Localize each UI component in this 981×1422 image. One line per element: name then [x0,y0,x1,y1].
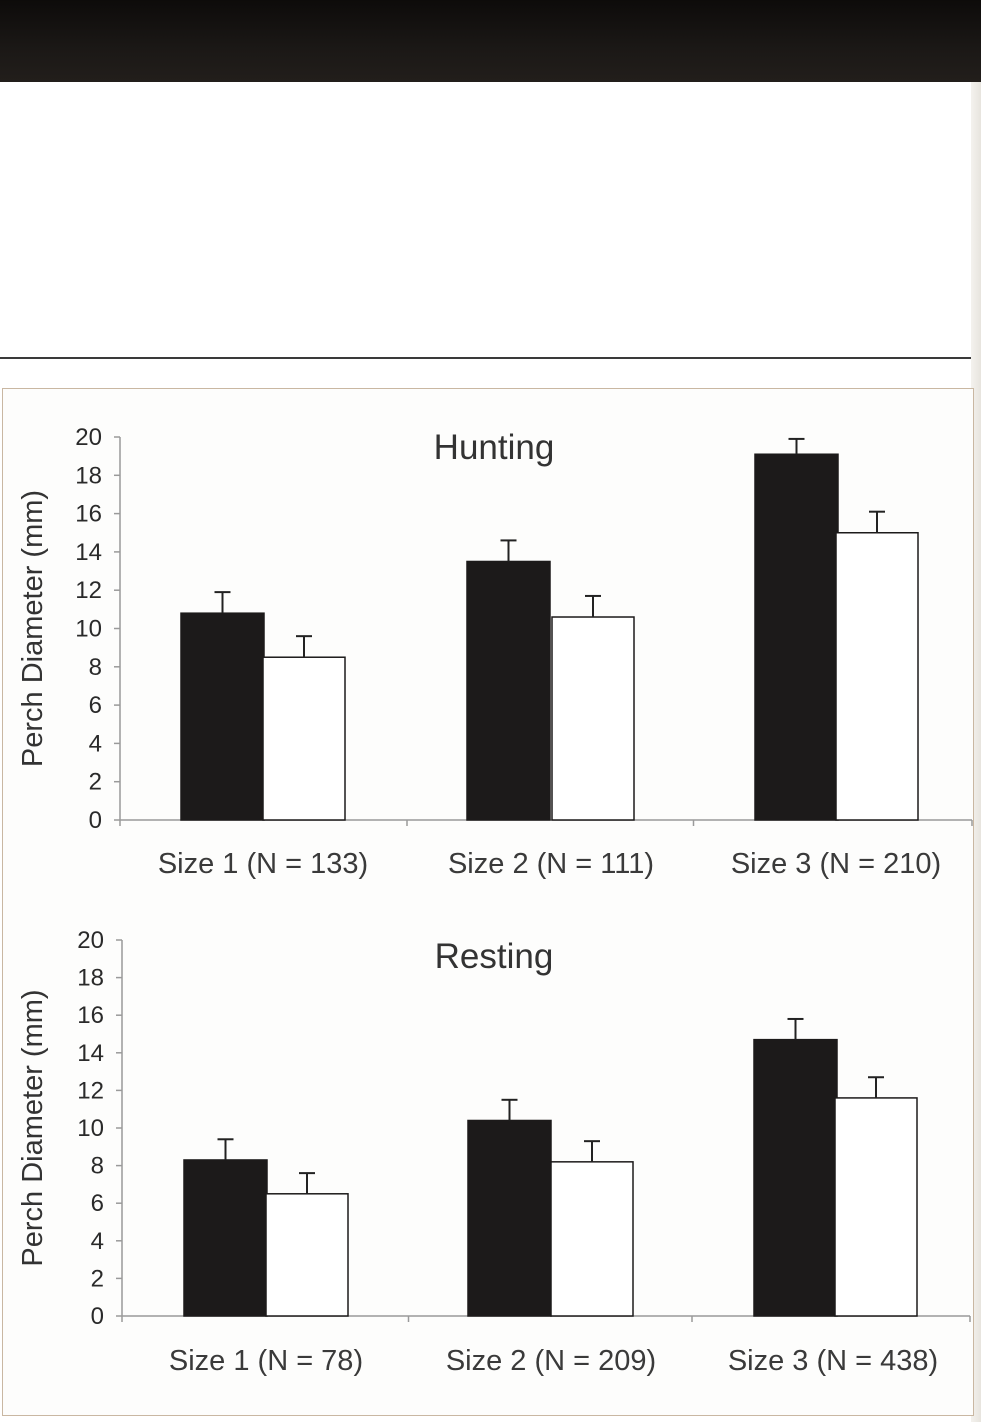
y-tick-label: 14 [77,1040,104,1067]
light-bar [551,616,635,821]
y-tick-label: 4 [91,1228,104,1255]
hunting-chart: 0 2 4 6 8 10 12 14 16 18 20 Hunting Perch Diameter (… [17,424,973,880]
y-tick-label: 20 [75,424,102,451]
y-axis-title: Perch Diameter (mm) [17,490,49,767]
y-tick-label: 18 [75,462,102,489]
resting-chart: 0 2 4 6 8 10 12 14 16 18 20 Resting Perch Diameter (… [17,927,971,1377]
y-tick-label: 8 [89,654,102,681]
dark-bar [467,1119,552,1317]
light-bar [550,1161,634,1317]
y-tick-label: 16 [77,1002,104,1029]
y-tick-label: 18 [77,965,104,992]
category-label: Size 2 (N = 111) [448,848,654,880]
category-label: Size 1 (N = 78) [169,1345,363,1377]
page-divider [0,357,981,359]
y-tick-label: 0 [89,807,102,834]
dark-bar [466,560,551,821]
dark-bar [754,453,839,821]
y-tick-label: 12 [77,1077,104,1104]
y-axis-title: Perch Diameter (mm) [17,989,49,1266]
light-bar [835,532,919,821]
dark-bar [183,1159,268,1317]
page-edge-shadow [971,82,981,1422]
y-tick-label: 6 [91,1190,104,1217]
y-tick-label: 6 [89,692,102,719]
y-tick-label: 2 [89,769,102,796]
category-label: Size 1 (N = 133) [158,848,368,880]
category-label: Size 2 (N = 209) [446,1345,656,1377]
chart-title: Hunting [434,428,555,467]
y-tick-label: 0 [91,1303,104,1330]
category-label: Size 3 (N = 210) [731,848,941,880]
y-tick-label: 20 [77,927,104,954]
category-label: Size 3 (N = 438) [728,1345,938,1377]
light-bar [262,656,346,821]
y-tick-label: 14 [75,539,102,566]
y-tick-label: 4 [89,730,102,757]
light-bar [834,1097,918,1317]
light-bar [265,1193,349,1317]
y-tick-label: 10 [77,1115,104,1142]
y-tick-label: 10 [75,616,102,643]
dark-bar [753,1038,838,1317]
y-tick-label: 8 [91,1153,104,1180]
y-tick-label: 2 [91,1265,104,1292]
top-dark-band [0,0,981,82]
dark-bar [180,612,265,821]
chart-title: Resting [435,937,554,976]
y-tick-label: 16 [75,501,102,528]
y-tick-label: 12 [75,577,102,604]
